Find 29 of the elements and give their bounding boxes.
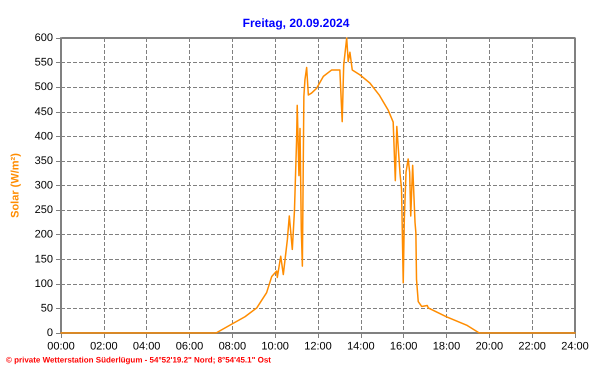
chart-title: Freitag, 20.09.2024 (242, 16, 350, 30)
x-tick-label: 18:00 (432, 340, 460, 352)
y-tick-label: 550 (34, 56, 53, 69)
y-tick-label: 200 (34, 228, 53, 241)
y-tick-label: 400 (34, 130, 53, 142)
y-tick-label: 50 (40, 302, 53, 314)
x-tick-label: 04:00 (132, 340, 160, 352)
x-tick-label: 06:00 (176, 340, 204, 352)
y-tick-label: 150 (34, 253, 53, 266)
x-tick-label: 08:00 (218, 340, 246, 352)
y-tick-label: 300 (34, 180, 53, 192)
x-tick-label: 16:00 (390, 340, 418, 352)
y-tick-label: 500 (34, 81, 53, 94)
x-tick-label: 02:00 (90, 340, 118, 352)
x-tick-label: 10:00 (261, 340, 289, 352)
x-tick-label: 22:00 (518, 340, 546, 352)
y-tick-label: 450 (34, 106, 53, 118)
x-tick-label: 14:00 (347, 340, 375, 352)
y-tick-label: 250 (34, 204, 53, 216)
y-tick-label: 600 (34, 32, 53, 44)
text: © private Wetterstation Süderlügum - 54°52'19.2" Nord; 8°54'45.1" Ost (6, 356, 272, 364)
x-tick-label: 20:00 (476, 340, 504, 352)
x-tick-label: 00:00 (47, 340, 75, 352)
y-tick-label: 0 (46, 327, 53, 339)
y-axis-title: Solar (W/m²) (10, 152, 22, 218)
x-tick-label: 12:00 (304, 340, 332, 352)
x-tick-label: 24:00 (561, 340, 589, 352)
y-tick-label: 100 (34, 278, 53, 290)
y-tick-label: 350 (34, 154, 53, 167)
